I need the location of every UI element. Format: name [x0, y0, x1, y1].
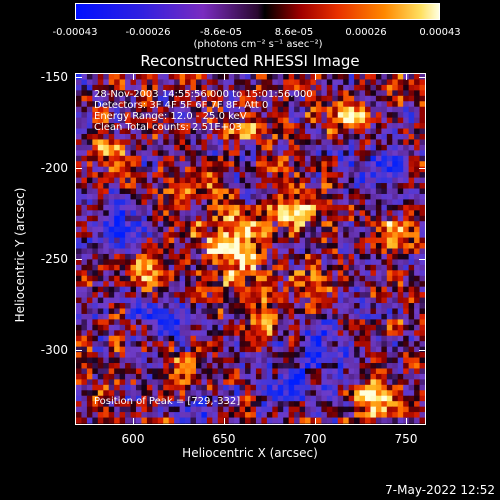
y-tick-mark [419, 350, 425, 351]
y-tick-mark [419, 168, 425, 169]
y-tick-mark [76, 77, 82, 78]
x-tick-label: 600 [121, 432, 145, 446]
x-tick-label: 750 [394, 432, 418, 446]
y-tick-label: -150 [40, 70, 68, 84]
x-tick-mark [224, 74, 225, 80]
energy-range: Energy Range: 12.0 - 25.0 keV [94, 111, 247, 122]
detectors: Detectors: 3F 4F 5F 6F 7F 8F, Att 0 [94, 100, 269, 111]
colorbar-tick-label: 8.6e-05 [274, 27, 314, 38]
y-tick-mark [76, 350, 82, 351]
x-tick-mark [224, 418, 225, 424]
y-tick-label: -200 [40, 161, 68, 175]
y-tick-label: -300 [40, 343, 68, 357]
colorbar-gradient [76, 4, 439, 19]
y-tick-mark [419, 77, 425, 78]
rhessi-image [75, 73, 426, 425]
colorbar-tick-label: -0.00043 [52, 27, 98, 38]
date-stamp: 7-May-2022 12:52 [385, 483, 495, 497]
y-axis-label: Heliocentric Y (arcsec) [13, 187, 27, 323]
time-range: 28-Nov-2003 14:55:56.000 to 15:01:56.000 [94, 89, 313, 100]
x-axis-label: Heliocentric X (arcsec) [182, 446, 318, 460]
x-tick-mark [133, 74, 134, 80]
colorbar-tick-label: -0.00026 [125, 27, 171, 38]
colorbar-tick-label: -8.6e-05 [200, 27, 242, 38]
y-tick-mark [76, 259, 82, 260]
x-tick-mark [315, 418, 316, 424]
x-tick-label: 700 [303, 432, 327, 446]
colorbar-tick-label: 0.00026 [345, 27, 387, 38]
reconstructed-image-map [76, 74, 425, 424]
colorbar [75, 3, 440, 20]
y-tick-label: -250 [40, 252, 68, 266]
x-tick-label: 650 [212, 432, 236, 446]
clean-counts: Clean Total counts: 2.51E+03 [94, 122, 242, 133]
colorbar-tick-label: 0.00043 [419, 27, 461, 38]
x-tick-mark [406, 74, 407, 80]
peak-position: Position of Peak = [729,-332] [94, 396, 241, 407]
x-tick-mark [406, 418, 407, 424]
x-tick-mark [133, 418, 134, 424]
x-tick-mark [315, 74, 316, 80]
plot-title: Reconstructed RHESSI Image [140, 52, 360, 70]
y-tick-mark [76, 168, 82, 169]
y-tick-mark [419, 259, 425, 260]
colorbar-units: (photons cm⁻² s⁻¹ asec⁻²) [193, 39, 323, 50]
